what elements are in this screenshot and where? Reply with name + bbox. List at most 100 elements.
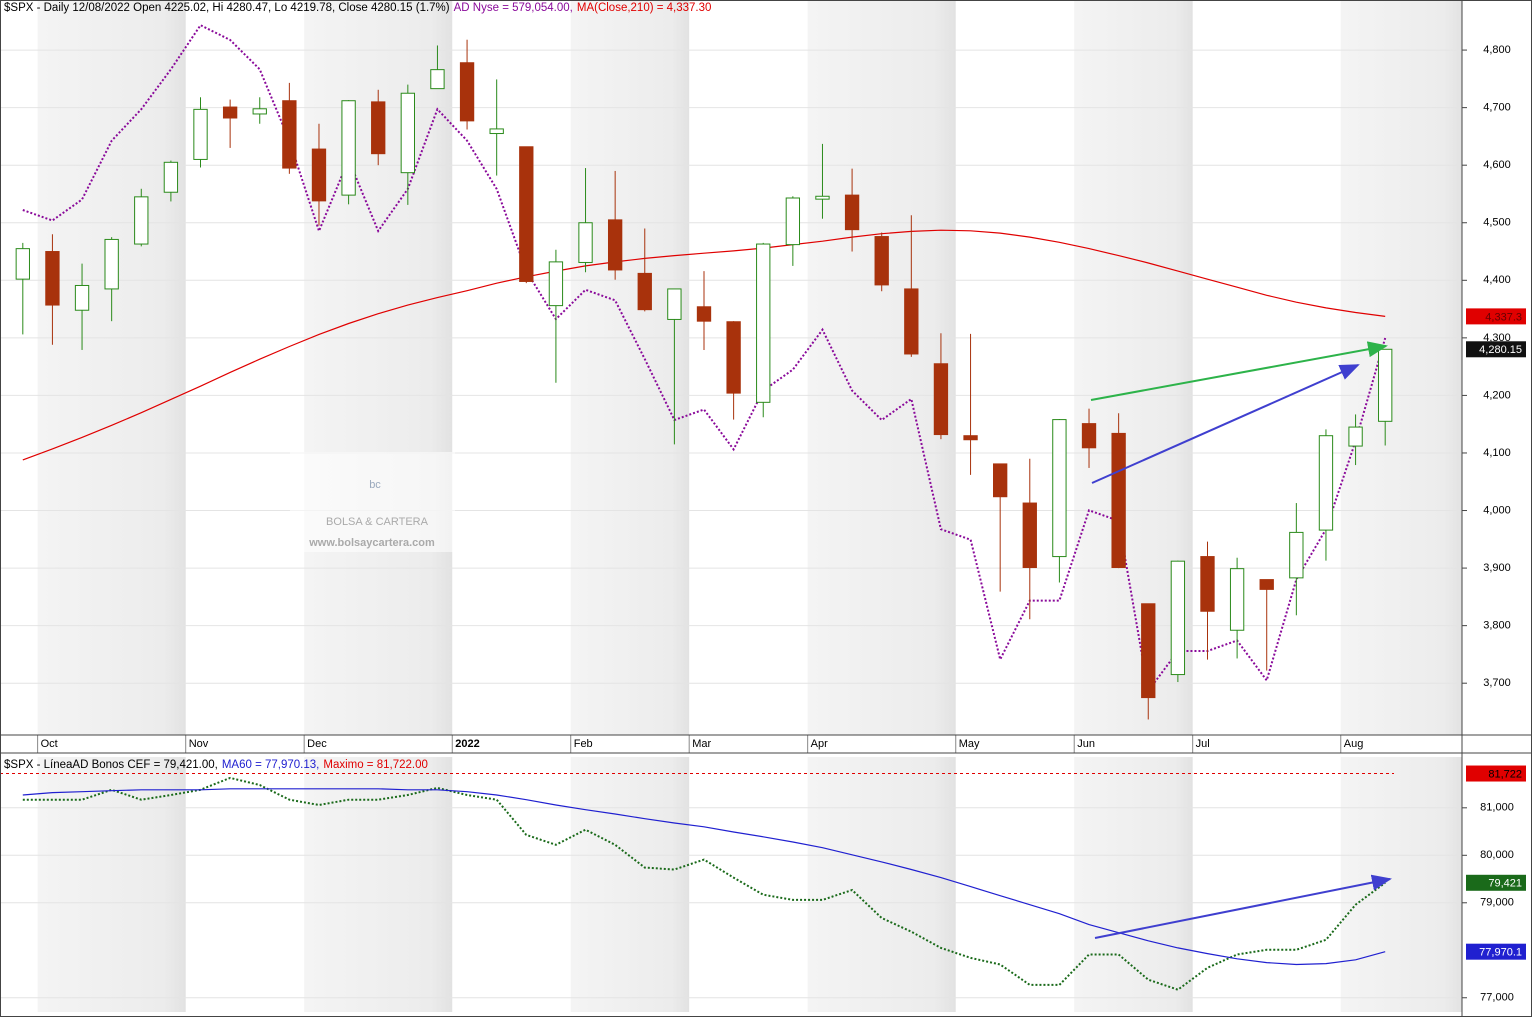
series-line: [22, 776, 1386, 991]
candle-body: [1081, 423, 1097, 449]
x-tick-label: Nov: [189, 738, 209, 750]
candle-body: [607, 219, 623, 271]
value-tag-box: [1466, 308, 1526, 325]
x-tick-label: Jun: [1077, 738, 1095, 750]
x-tick-label: Aug: [1344, 738, 1364, 750]
candle-body: [1229, 568, 1245, 631]
plot-layer: Oct Nov Dec 2022 Feb Mar Apr May Jun Jul Aug 3,700 3…: [0, 23, 1526, 1004]
candle-body: [252, 108, 267, 115]
legend-entry: MA(Close,210) = 4,337.30: [576, 2, 712, 14]
value-tag: 81,722: [1488, 768, 1522, 780]
candle-body: [45, 251, 60, 306]
y-tick-label: 3,700: [1483, 677, 1511, 689]
value-tag: 77,970.1: [1479, 947, 1522, 959]
candle-body: [193, 108, 208, 160]
candle-body: [15, 248, 30, 280]
x-tick-label: 2022: [455, 738, 479, 750]
y-tick-label: 4,200: [1483, 389, 1511, 401]
candle-body: [578, 222, 593, 263]
month-shade: [570, 0, 690, 735]
value-tag-box: [1466, 943, 1526, 960]
candle-body: [933, 363, 949, 436]
candle-body: [1348, 426, 1363, 447]
candle-body: [222, 106, 238, 119]
candle-body: [1141, 603, 1156, 699]
y-tick-label: 4,500: [1483, 217, 1511, 229]
candle-body: [874, 236, 889, 286]
candle-body: [1052, 419, 1067, 558]
candle-body: [548, 261, 564, 307]
month-shade: [304, 757, 453, 1012]
candle-body: [696, 306, 712, 322]
watermark-name: BOLSA & CARTERA: [326, 516, 429, 528]
series-line: [22, 23, 1387, 694]
candle-body: [756, 243, 771, 403]
candle-body: [74, 284, 90, 311]
value-tag-box: [1466, 765, 1526, 782]
month-shade: [1340, 0, 1462, 735]
background: [0, 0, 1462, 1012]
value-tag: 4,337.3: [1485, 311, 1522, 323]
x-tick-label: Jul: [1196, 738, 1210, 750]
candle-body: [459, 62, 475, 122]
x-tick-label: Mar: [692, 738, 711, 750]
candle-body: [1289, 531, 1304, 579]
candle-body: [311, 148, 327, 202]
candle-body: [282, 100, 297, 169]
x-tick-label: Feb: [574, 738, 593, 750]
value-tag-box: [1466, 874, 1526, 891]
legend-entry: Maximo = 81,722.00: [323, 759, 428, 771]
candle-body: [134, 196, 149, 245]
candle-body: [637, 272, 652, 311]
annotations: [1090, 341, 1392, 939]
y-tick-label: 4,700: [1483, 102, 1511, 114]
y-tick-label: 4,300: [1483, 332, 1511, 344]
x-tick-label: Oct: [41, 738, 58, 750]
candle-body: [785, 197, 801, 246]
candle-body: [904, 288, 919, 355]
series-line: [22, 788, 1386, 966]
watermark-logo: bc: [369, 479, 381, 491]
y-tick-label: 80,000: [1480, 849, 1514, 861]
value-tag: 79,421: [1488, 878, 1522, 890]
watermark-box: [290, 452, 455, 552]
candle-body: [667, 288, 682, 320]
candle-body: [519, 146, 534, 282]
candle-body: [963, 435, 978, 441]
month-shade: [37, 757, 186, 1012]
y-tick-label: 81,000: [1480, 802, 1514, 814]
value-tag: 4,280.15: [1479, 344, 1522, 356]
candle-body: [1259, 579, 1274, 590]
month-shade: [807, 757, 956, 1012]
legend-entry: MA60 = 77,970.13,: [221, 759, 320, 771]
candle-body: [1022, 502, 1037, 569]
legend-header: $SPX - Daily 12/08/2022 Open 4225.02, Hi…: [4, 1, 715, 15]
candle-body: [1318, 435, 1334, 531]
candle-body: [1170, 560, 1186, 676]
chart-title: $SPX - LíneaAD Bonos CEF = 79,421.00,: [4, 759, 218, 771]
y-tick-label: 4,100: [1483, 447, 1511, 459]
candle-body: [1111, 432, 1126, 569]
y-tick-label: 3,800: [1483, 620, 1511, 632]
y-tick-label: 4,800: [1483, 44, 1511, 56]
candle-body: [400, 92, 415, 174]
value-tag-box: [1466, 341, 1526, 358]
candle-body: [430, 69, 445, 90]
candle-body: [341, 100, 356, 196]
legend-entry: AD Nyse = 579,054.00,: [453, 2, 573, 14]
candle-body: [1378, 348, 1393, 422]
candle-body: [993, 463, 1008, 498]
month-shade: [37, 0, 186, 735]
watermark-url: www.bolsaycartera.com: [308, 537, 435, 549]
trend-arrow: [1090, 341, 1388, 401]
y-tick-label: 4,000: [1483, 504, 1511, 516]
candle-body: [844, 194, 860, 231]
candle-body: [726, 321, 741, 394]
series-line: [22, 229, 1386, 461]
trend-arrow: [1091, 364, 1360, 484]
month-shade: [1074, 757, 1193, 1012]
